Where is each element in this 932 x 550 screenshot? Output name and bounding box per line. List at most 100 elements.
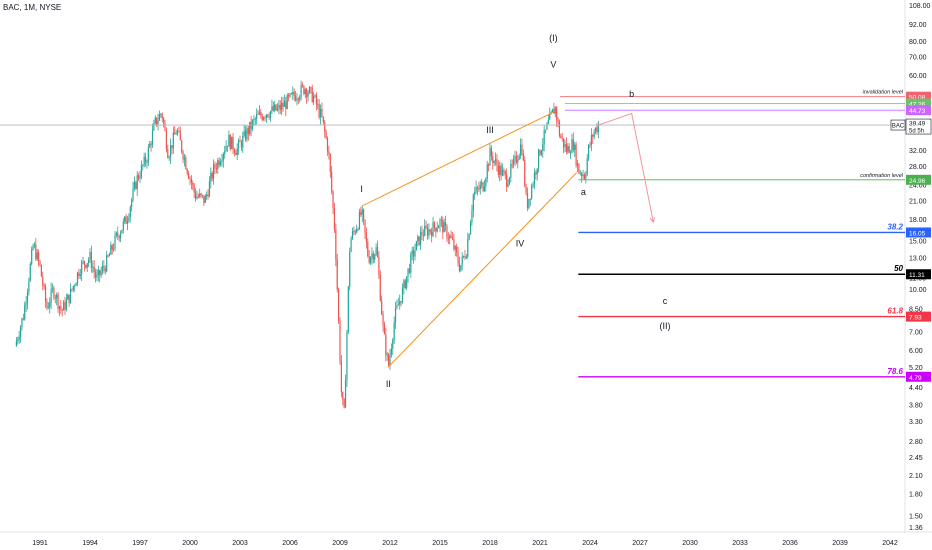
candle-body bbox=[338, 289, 340, 321]
candle-body bbox=[485, 178, 487, 186]
candle-body bbox=[153, 122, 155, 131]
candle-body bbox=[40, 265, 42, 277]
candle-body bbox=[61, 309, 63, 311]
y-tick-label: 80.00 bbox=[909, 39, 927, 46]
y-tick-label: 13.00 bbox=[909, 256, 927, 263]
candle-body bbox=[297, 98, 299, 100]
candle-body bbox=[428, 229, 430, 236]
candle-body bbox=[344, 380, 347, 408]
level-label: 50 bbox=[894, 264, 903, 273]
candle-body bbox=[586, 158, 588, 175]
candle-body bbox=[410, 254, 412, 273]
candle-body bbox=[283, 101, 286, 107]
x-tick-label: 2024 bbox=[582, 540, 598, 547]
candle-body bbox=[493, 161, 495, 164]
candle-body bbox=[322, 116, 324, 123]
candle-body bbox=[19, 326, 22, 337]
candle-body bbox=[369, 257, 372, 263]
candle-body bbox=[539, 149, 541, 155]
candle-body bbox=[447, 238, 449, 240]
level-price-box bbox=[906, 105, 931, 116]
candle-body bbox=[290, 93, 292, 95]
candle-body bbox=[458, 262, 461, 271]
candle-body bbox=[557, 119, 559, 122]
candle-body bbox=[192, 182, 194, 185]
y-tick-label: 108.00 bbox=[909, 3, 931, 10]
x-tick-label: 2012 bbox=[382, 540, 398, 547]
candle-body bbox=[104, 267, 106, 272]
current-price-value: 39.49 bbox=[909, 121, 926, 128]
candle-body bbox=[453, 239, 455, 250]
candle-body bbox=[472, 194, 474, 211]
candle-body bbox=[53, 287, 55, 298]
candle-body bbox=[575, 144, 577, 166]
y-tick-label: 28.00 bbox=[909, 164, 927, 171]
candle-body bbox=[376, 247, 379, 258]
candle-body bbox=[282, 103, 284, 107]
candle-body bbox=[568, 146, 570, 154]
candle-body bbox=[549, 113, 551, 120]
candle-body bbox=[407, 268, 409, 277]
x-tick-label: 2009 bbox=[332, 540, 348, 547]
level-label: 78.6 bbox=[887, 367, 903, 376]
candle-body bbox=[229, 134, 231, 150]
candle-body bbox=[288, 94, 290, 97]
candle-body bbox=[161, 114, 163, 119]
candle-body bbox=[576, 163, 579, 166]
wave-label: V bbox=[550, 59, 556, 69]
candle-body bbox=[38, 252, 40, 262]
candle-body bbox=[303, 85, 305, 94]
candle-body bbox=[150, 143, 152, 145]
candle-body bbox=[535, 172, 537, 175]
candle-body bbox=[18, 336, 20, 340]
candle-body bbox=[451, 237, 454, 240]
candle-body bbox=[292, 92, 294, 94]
candle-body bbox=[351, 231, 354, 239]
candle-body bbox=[293, 92, 295, 97]
candle-body bbox=[17, 339, 19, 342]
candle-body bbox=[131, 199, 133, 207]
candle-body bbox=[117, 232, 119, 236]
candle-body bbox=[68, 294, 70, 303]
candle-body bbox=[457, 252, 459, 263]
candle-body bbox=[200, 193, 202, 196]
candle-body bbox=[188, 173, 190, 179]
candle-body bbox=[333, 207, 336, 229]
candle-body bbox=[100, 271, 102, 276]
candle-body bbox=[553, 109, 555, 114]
candle-body bbox=[499, 165, 501, 175]
candle-body bbox=[524, 160, 526, 186]
candle-body bbox=[340, 361, 342, 392]
candle-body bbox=[347, 286, 349, 332]
candle-body bbox=[174, 132, 176, 135]
candle-body bbox=[358, 211, 361, 229]
ticker-label: BAC bbox=[892, 124, 905, 130]
candle-body bbox=[101, 266, 104, 272]
candle-body bbox=[419, 231, 422, 245]
candle-body bbox=[63, 301, 65, 311]
candle-body bbox=[536, 168, 538, 175]
candle-body bbox=[128, 217, 130, 221]
candle-body bbox=[285, 101, 287, 109]
candle-body bbox=[588, 144, 590, 159]
candle-body bbox=[429, 229, 431, 232]
candle-body bbox=[138, 175, 140, 179]
candle-body bbox=[531, 186, 533, 199]
candle-body bbox=[413, 250, 415, 257]
y-tick-label: 32.00 bbox=[909, 148, 927, 155]
candle-body bbox=[21, 318, 23, 327]
candle-body bbox=[171, 145, 173, 149]
candle-body bbox=[424, 225, 426, 236]
candle-body bbox=[378, 257, 380, 275]
candle-body bbox=[343, 399, 345, 408]
wave-label: b bbox=[629, 89, 634, 99]
candle-body bbox=[431, 231, 433, 237]
candle-body bbox=[519, 144, 522, 156]
candle-body bbox=[160, 114, 162, 115]
candle-body bbox=[267, 114, 269, 117]
candle-body bbox=[593, 131, 595, 137]
x-tick-label: 2000 bbox=[182, 540, 198, 547]
candle-body bbox=[199, 193, 201, 197]
candle-body bbox=[72, 285, 74, 290]
